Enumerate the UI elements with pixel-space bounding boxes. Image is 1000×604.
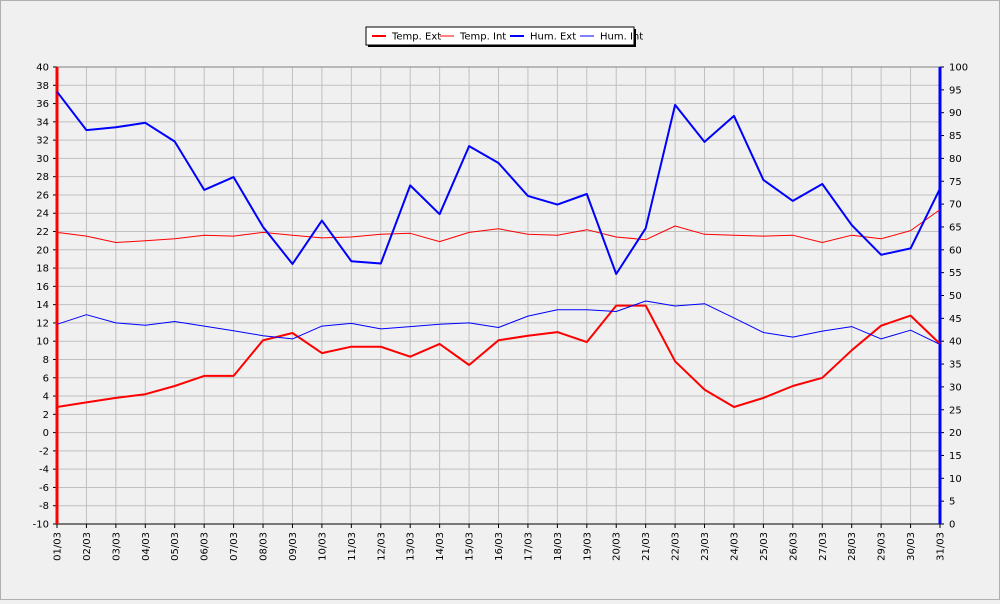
x-tick-label: 22/03 [671, 532, 682, 561]
right-tick-label: 25 [949, 405, 962, 416]
right-tick-label: 55 [949, 268, 962, 279]
right-tick-label: 80 [949, 154, 962, 165]
series-lines [56, 91, 941, 408]
x-tick-label: 07/03 [229, 532, 240, 561]
series-line-hum-int [56, 300, 941, 345]
left-tick-label: 4 [43, 392, 49, 403]
right-tick-label: 40 [949, 337, 962, 348]
x-tick-label: 01/03 [53, 532, 64, 561]
x-tick-label: 21/03 [641, 532, 652, 561]
legend-box [365, 26, 635, 46]
x-tick-label: 13/03 [406, 532, 417, 561]
right-tick-label: 75 [949, 177, 962, 188]
right-tick-label: 0 [949, 520, 955, 531]
axes: 4038363432302826242220181614121086420-2-… [33, 63, 968, 561]
legend-label-temp-ext: Temp. Ext [391, 32, 441, 43]
grid [56, 66, 941, 525]
right-tick-label: 70 [949, 200, 962, 211]
x-tick-label: 03/03 [111, 532, 122, 561]
left-tick-label: 6 [43, 373, 49, 384]
right-tick-label: 20 [949, 428, 962, 439]
left-tick-label: 8 [43, 355, 49, 366]
right-tick-label: 30 [949, 382, 962, 393]
x-tick-label: 14/03 [435, 532, 446, 561]
left-tick-label: 28 [36, 172, 49, 183]
x-tick-label: 10/03 [317, 532, 328, 561]
left-tick-label: 14 [36, 300, 49, 311]
x-tick-label: 26/03 [788, 532, 799, 561]
right-tick-label: 35 [949, 360, 962, 371]
right-tick-label: 90 [949, 108, 962, 119]
left-tick-label: 0 [43, 428, 49, 439]
x-tick-label: 20/03 [612, 532, 623, 561]
x-tick-label: 30/03 [906, 532, 917, 561]
x-tick-label: 18/03 [553, 532, 564, 561]
x-tick-label: 16/03 [494, 532, 505, 561]
left-tick-label: -2 [39, 446, 49, 457]
right-tick-label: 60 [949, 245, 962, 256]
right-tick-label: 100 [949, 63, 968, 74]
x-tick-label: 31/03 [936, 532, 947, 561]
left-tick-label: 34 [36, 117, 49, 128]
left-tick-label: 20 [36, 245, 49, 256]
left-tick-label: 36 [36, 99, 49, 110]
left-tick-label: 10 [36, 337, 49, 348]
right-tick-label: 65 [949, 222, 962, 233]
left-tick-label: 26 [36, 190, 49, 201]
left-tick-label: 22 [36, 227, 49, 238]
x-tick-label: 28/03 [847, 532, 858, 561]
left-tick-label: 40 [36, 63, 49, 74]
x-tick-label: 08/03 [259, 532, 270, 561]
x-tick-label: 04/03 [141, 532, 152, 561]
x-tick-label: 06/03 [200, 532, 211, 561]
left-tick-label: -4 [39, 465, 49, 476]
x-tick-label: 15/03 [465, 532, 476, 561]
x-tick-label: 02/03 [82, 532, 93, 561]
x-tick-label: 24/03 [729, 532, 740, 561]
left-tick-label: 32 [36, 136, 49, 147]
right-tick-label: 95 [949, 85, 962, 96]
left-tick-label: 18 [36, 264, 49, 275]
series-line-temp-int [56, 209, 941, 243]
x-tick-label: 19/03 [582, 532, 593, 561]
x-tick-label: 29/03 [877, 532, 888, 561]
x-tick-label: 05/03 [170, 532, 181, 561]
left-tick-label: -8 [39, 501, 49, 512]
left-tick-label: 16 [36, 282, 49, 293]
right-tick-label: 5 [949, 497, 955, 508]
right-tick-label: 10 [949, 474, 962, 485]
x-tick-label: 25/03 [759, 532, 770, 561]
left-tick-label: 30 [36, 154, 49, 165]
left-tick-label: 12 [36, 318, 49, 329]
left-tick-label: 38 [36, 81, 49, 92]
left-tick-label: -10 [33, 520, 49, 531]
left-tick-label: 24 [36, 209, 49, 220]
right-tick-label: 45 [949, 314, 962, 325]
x-tick-label: 09/03 [288, 532, 299, 561]
series-line-hum-ext [56, 91, 941, 275]
right-tick-label: 15 [949, 451, 962, 462]
x-tick-label: 23/03 [700, 532, 711, 561]
left-tick-label: -6 [39, 483, 49, 494]
right-tick-label: 85 [949, 131, 962, 142]
x-tick-label: 12/03 [376, 532, 387, 561]
right-tick-label: 50 [949, 291, 962, 302]
legend-label-temp-int: Temp. Int [459, 32, 506, 43]
left-tick-label: 2 [43, 410, 49, 421]
legend: Temp. Ext Temp. Int Hum. Ext Hum. Int [365, 26, 643, 47]
x-tick-label: 17/03 [523, 532, 534, 561]
series-line-temp-ext [56, 304, 941, 408]
legend-label-hum-int: Hum. Int [600, 32, 643, 43]
x-tick-label: 11/03 [347, 532, 358, 561]
x-tick-label: 27/03 [818, 532, 829, 561]
legend-label-hum-ext: Hum. Ext [530, 32, 576, 43]
